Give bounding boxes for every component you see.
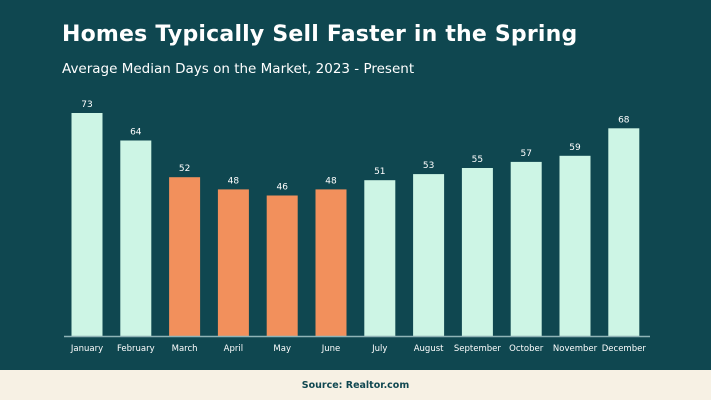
x-tick-april: April: [224, 344, 243, 354]
source-text: Source: Realtor.com: [301, 379, 410, 391]
x-tick-september: September: [454, 344, 501, 354]
x-tick-march: March: [172, 344, 198, 354]
x-tick-january: January: [70, 344, 103, 354]
data-label-may: 46: [276, 183, 288, 193]
x-tick-december: December: [602, 344, 647, 354]
data-label-april: 48: [228, 176, 240, 186]
x-tick-october: October: [509, 344, 544, 354]
data-label-november: 59: [569, 143, 581, 153]
x-tick-february: February: [117, 344, 155, 354]
bar-chart: 73 January 64 February 52 March 48 April 46 May 48…: [64, 100, 650, 354]
chart-subtitle: Average Median Days on the Market, 2023 …: [62, 61, 415, 77]
bar-june: [315, 189, 347, 336]
x-tick-november: November: [553, 344, 598, 354]
bar-october: [510, 161, 542, 336]
data-label-october: 57: [520, 149, 531, 159]
bar-september: [461, 168, 493, 336]
x-tick-july: July: [371, 344, 387, 354]
data-label-september: 55: [472, 155, 483, 165]
bar-august: [413, 174, 445, 336]
data-label-february: 64: [130, 128, 142, 138]
x-tick-august: August: [414, 344, 444, 354]
bar-may: [266, 195, 298, 336]
chart-title: Homes Typically Sell Faster in the Sprin…: [62, 22, 578, 47]
source-footer: Source: Realtor.com: [0, 370, 711, 400]
bar-february: [120, 140, 152, 336]
x-tick-june: June: [321, 344, 341, 354]
bar-november: [559, 155, 591, 336]
data-label-march: 52: [179, 164, 190, 174]
data-label-january: 73: [81, 100, 92, 110]
bar-july: [364, 180, 396, 336]
bar-april: [217, 189, 249, 336]
data-label-december: 68: [618, 115, 630, 125]
bar-december: [608, 128, 640, 336]
data-label-july: 51: [374, 167, 385, 177]
bar-march: [169, 177, 201, 336]
bar-january: [71, 113, 103, 336]
data-label-august: 53: [423, 161, 434, 171]
data-label-june: 48: [325, 176, 337, 186]
x-tick-may: May: [273, 344, 291, 354]
